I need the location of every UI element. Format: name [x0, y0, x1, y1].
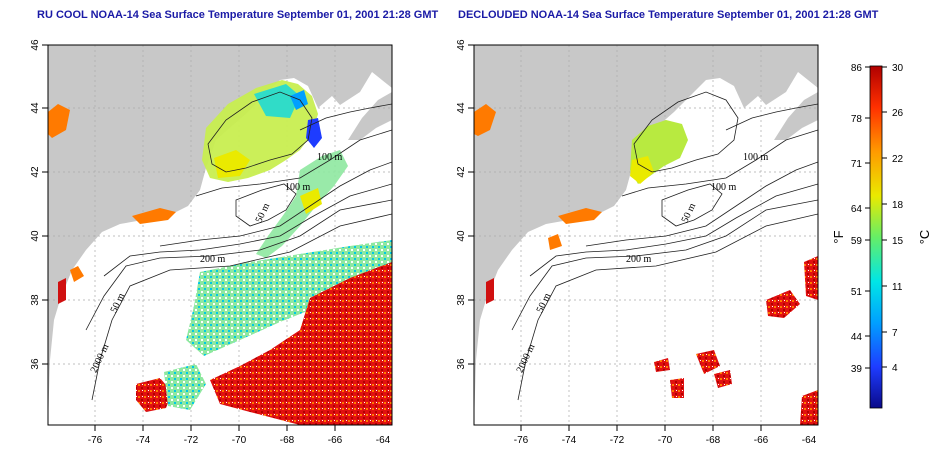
right-contour-label-100-south: 100 m — [711, 182, 737, 193]
left-contour-label-100-south: 100 m — [285, 182, 311, 193]
left-lon-tick-label: -64 — [376, 435, 391, 446]
right-gulf-warm — [630, 156, 654, 184]
colorbar-unit-celsius: °C — [917, 230, 932, 245]
left-lat-tick-label: 46 — [30, 39, 41, 51]
colorbar-c-tick: 22 — [892, 154, 904, 165]
right-lat-tick-label: 44 — [456, 102, 467, 114]
left-coastal-orange-north — [48, 104, 70, 138]
right-tick-marks — [468, 44, 762, 431]
left-lat-tick-label: 42 — [30, 166, 41, 178]
left-lon-tick-label: -72 — [184, 435, 199, 446]
left-nova-scotia — [348, 92, 392, 140]
left-coastal-orange-nj — [70, 266, 84, 282]
colorbar-f-tick: 86 — [851, 63, 863, 74]
right-coastal-orange-li — [558, 208, 602, 224]
left-lon-tick-label: -76 — [88, 435, 103, 446]
right-lon-tick-label: -70 — [658, 435, 673, 446]
right-lon-tick-label: -66 — [754, 435, 769, 446]
right-lon-tick-label: -74 — [562, 435, 577, 446]
left-map: 100 m 100 m 50 m 200 m 50 m 2000 m 46 44… — [30, 39, 393, 446]
right-lon-tick-label: -76 — [514, 435, 529, 446]
colorbar-c-tick: 18 — [892, 200, 904, 211]
colorbar-gradient — [869, 65, 883, 409]
left-contour-label-200: 200 m — [200, 254, 226, 265]
left-lon-tick-label: -66 — [328, 435, 343, 446]
left-isobaths — [85, 91, 392, 401]
right-lon-labels: -76 -74 -72 -70 -68 -66 -64 — [514, 435, 817, 446]
colorbar-c-tick: 26 — [892, 108, 904, 119]
right-lon-tick-label: -64 — [802, 435, 817, 446]
right-lat-tick-label: 42 — [456, 166, 467, 178]
left-gulf-cool-spot — [254, 84, 300, 118]
right-nova-scotia — [774, 92, 818, 140]
colorbar-f-tick: 39 — [851, 364, 863, 375]
colorbar-f-tick: 51 — [851, 287, 863, 298]
left-gulf-warm-spot — [214, 150, 250, 178]
left-coastal-red-ches — [58, 278, 66, 304]
colorbar-c-tick: 11 — [892, 282, 903, 293]
colorbar-c-tick: 4 — [892, 363, 898, 374]
left-warm-eddy — [136, 378, 172, 412]
left-lat-tick-label: 40 — [30, 230, 41, 242]
left-lat-labels: 46 44 42 40 38 36 — [30, 39, 41, 370]
colorbar-c-tick: 7 — [892, 328, 898, 339]
right-lon-tick-label: -68 — [706, 435, 721, 446]
right-map: 100 m 100 m 50 m 200 m 50 m 2000 m 46 44… — [456, 39, 819, 446]
left-lon-labels: -76 -74 -72 -70 -68 -66 -64 — [88, 435, 391, 446]
right-warm-eddy-2 — [696, 350, 720, 374]
left-gulf-stream-warm — [210, 262, 392, 425]
left-map-title: RU COOL NOAA-14 Sea Surface Temperature … — [37, 9, 439, 21]
right-warm-eddy-4 — [670, 378, 684, 398]
left-lon-tick-label: -74 — [136, 435, 151, 446]
right-lat-tick-label: 40 — [456, 230, 467, 242]
right-lat-tick-label: 38 — [456, 294, 467, 306]
right-map-frame — [473, 44, 819, 426]
right-coastal-red-ches — [486, 278, 494, 304]
left-lat-tick-label: 38 — [30, 294, 41, 306]
right-lat-tick-label: 46 — [456, 39, 467, 51]
left-lon-tick-label: -70 — [232, 435, 247, 446]
colorbar-ticks — [865, 66, 887, 369]
left-lon-tick-label: -68 — [280, 435, 295, 446]
colorbar-f-tick: 71 — [851, 159, 863, 170]
left-contour-label-100-north: 100 m — [317, 152, 343, 163]
left-shelf-band-sst — [256, 150, 348, 258]
right-land — [474, 45, 818, 425]
colorbar-f-tick: 78 — [851, 114, 863, 125]
right-lon-tick-label: -72 — [610, 435, 625, 446]
left-tick-marks — [42, 44, 336, 431]
temperature-colorbar: 86 78 71 64 59 51 44 39 30 26 22 18 15 1… — [831, 63, 932, 409]
left-land — [48, 45, 392, 425]
left-cool-scatter — [164, 364, 206, 410]
left-coastal-orange-li — [132, 208, 176, 224]
colorbar-f-tick: 64 — [851, 204, 863, 215]
right-lat-labels: 46 44 42 40 38 36 — [456, 39, 467, 370]
right-isobaths — [511, 91, 818, 401]
right-gulf-stream-warm-1 — [766, 290, 800, 318]
right-contour-label-200: 200 m — [626, 254, 652, 265]
right-coastal-orange-north — [474, 104, 496, 136]
right-warm-eddy-3 — [714, 370, 732, 388]
left-map-frame — [47, 44, 393, 426]
colorbar-c-tick: 30 — [892, 63, 904, 74]
colorbar-c-tick: 15 — [892, 236, 904, 247]
colorbar-f-tick: 44 — [851, 332, 863, 343]
left-shelf-yellow — [300, 188, 322, 214]
right-contour-label-100-north: 100 m — [743, 152, 769, 163]
left-lat-tick-label: 44 — [30, 102, 41, 114]
right-lat-tick-label: 36 — [456, 358, 467, 370]
colorbar-f-tick: 59 — [851, 236, 863, 247]
colorbar-unit-fahrenheit: °F — [831, 230, 846, 243]
right-gulf-stream-warm-2 — [804, 256, 818, 300]
right-warm-patch-se — [800, 390, 818, 425]
right-coastal-orange-nj — [548, 234, 562, 250]
left-lat-tick-label: 36 — [30, 358, 41, 370]
left-offshore-cool-band — [186, 240, 392, 356]
right-warm-eddy-1 — [654, 358, 670, 372]
right-map-title: DECLOUDED NOAA-14 Sea Surface Temperatur… — [458, 9, 879, 21]
